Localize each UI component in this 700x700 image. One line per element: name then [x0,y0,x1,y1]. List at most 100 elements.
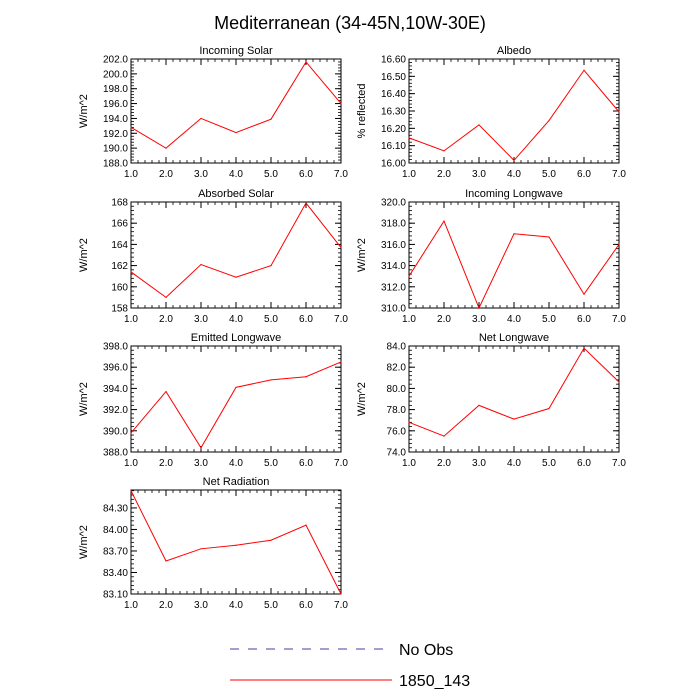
y-tick-label: 160 [111,282,128,293]
panel-title: Net Radiation [203,476,270,488]
data-point [513,159,515,161]
y-tick-label: 166 [111,219,128,230]
x-tick-label: 1.0 [124,314,138,325]
panel-incoming-solar: 1.0 2.0 3.0 4.0 5.0 6.0 7.0 188.0 190.0 192.0 194.… [78,45,348,180]
panel-net-longwave: 1.0 2.0 3.0 4.0 5.0 6.0 7.0 74.0 76.0 78.0 80.0 82.… [356,332,626,469]
data-point [340,593,342,595]
x-tick-label: 2.0 [437,458,451,469]
y-tick-label: 200.0 [103,69,128,80]
x-tick-label: 3.0 [472,458,486,469]
data-point [305,61,307,63]
y-tick-label: 82.0 [387,363,407,374]
y-axis-label: % reflected [356,83,368,138]
data-point [235,386,237,388]
x-tick-label: 5.0 [264,600,278,611]
data-point [200,263,202,266]
panel-title: Net Longwave [479,332,549,344]
data-point [165,390,167,393]
x-tick-label: 6.0 [299,314,313,325]
panels: 1.0 2.0 3.0 4.0 5.0 6.0 7.0 188.0 190.0 192.0 194.… [78,45,626,611]
y-tick-label: 396.0 [103,363,128,374]
x-tick-label: 6.0 [577,458,591,469]
plot-frame [130,58,342,164]
x-tick-label: 3.0 [194,314,208,325]
panel-title: Emitted Longwave [191,332,282,344]
y-tick-label: 78.0 [387,405,407,416]
x-tick-label: 7.0 [334,600,348,611]
x-tick-label: 5.0 [264,169,278,180]
x-tick-label: 4.0 [507,314,521,325]
data-point [270,265,272,267]
x-tick-label: 3.0 [194,169,208,180]
y-tick-label: 84.30 [103,503,128,514]
x-tick-label: 5.0 [542,169,556,180]
series-line-1850-143 [408,69,620,162]
data-point [130,432,132,434]
plot-frame [130,345,342,453]
data-point [130,126,132,128]
x-tick-label: 7.0 [334,458,348,469]
y-tick-label: 158 [111,304,128,315]
y-tick-label: 162 [111,261,128,272]
data-point [583,69,585,71]
data-point [235,131,237,134]
panel-absorbed-solar: 1.0 2.0 3.0 4.0 5.0 6.0 7.0 158 160 162 164 166 168 A… [78,188,348,325]
x-tick-label: 5.0 [542,458,556,469]
x-tick-label: 1.0 [124,458,138,469]
y-tick-label: 80.0 [387,384,407,395]
series-line-1850-143 [130,490,342,595]
x-tick-label: 7.0 [334,314,348,325]
y-tick-label: 188.0 [103,159,128,170]
data-point [200,117,202,120]
data-point [408,421,410,423]
data-point [583,293,585,295]
x-tick-label: 4.0 [507,458,521,469]
x-tick-label: 7.0 [334,169,348,180]
x-tick-label: 4.0 [229,458,243,469]
x-tick-label: 3.0 [472,169,486,180]
data-point [583,347,585,349]
panel-title: Incoming Longwave [465,188,563,200]
data-point [340,361,342,363]
data-point [443,220,445,222]
x-tick-label: 1.0 [124,600,138,611]
y-tick-label: 83.10 [103,590,128,601]
panel-emitted-longwave: 1.0 2.0 3.0 4.0 5.0 6.0 7.0 388.0 390.0 392.0 394.… [78,332,348,469]
y-tick-label: 310.0 [381,304,406,315]
series-line-1850-143 [130,61,342,149]
x-tick-label: 3.0 [194,600,208,611]
data-point [478,404,480,406]
x-tick-label: 1.0 [124,169,138,180]
legend: No Obs 1850_143 [230,642,470,690]
y-tick-label: 392.0 [103,405,128,416]
y-tick-label: 16.20 [381,124,406,135]
data-point [408,137,410,139]
data-point [443,150,445,152]
data-point [270,539,272,541]
x-tick-label: 6.0 [299,169,313,180]
y-tick-label: 194.0 [103,114,128,125]
data-point [408,275,410,277]
data-point [618,243,620,245]
x-tick-label: 2.0 [437,314,451,325]
data-point [548,119,550,122]
x-tick-label: 1.0 [402,314,416,325]
data-point [235,544,237,546]
y-tick-label: 83.70 [103,546,128,557]
panel-title: Incoming Solar [199,45,273,57]
panel-title: Absorbed Solar [198,188,274,200]
y-tick-label: 196.0 [103,99,128,110]
y-tick-label: 16.10 [381,141,406,152]
y-tick-label: 198.0 [103,84,128,95]
y-tick-label: 314.0 [381,261,406,272]
x-tick-label: 5.0 [264,314,278,325]
x-tick-label: 2.0 [159,169,173,180]
data-point [130,271,132,273]
y-tick-label: 398.0 [103,342,128,353]
data-point [200,447,202,449]
x-tick-label: 4.0 [229,169,243,180]
x-tick-label: 6.0 [299,600,313,611]
x-tick-label: 1.0 [402,458,416,469]
y-tick-label: 320.0 [381,198,406,209]
